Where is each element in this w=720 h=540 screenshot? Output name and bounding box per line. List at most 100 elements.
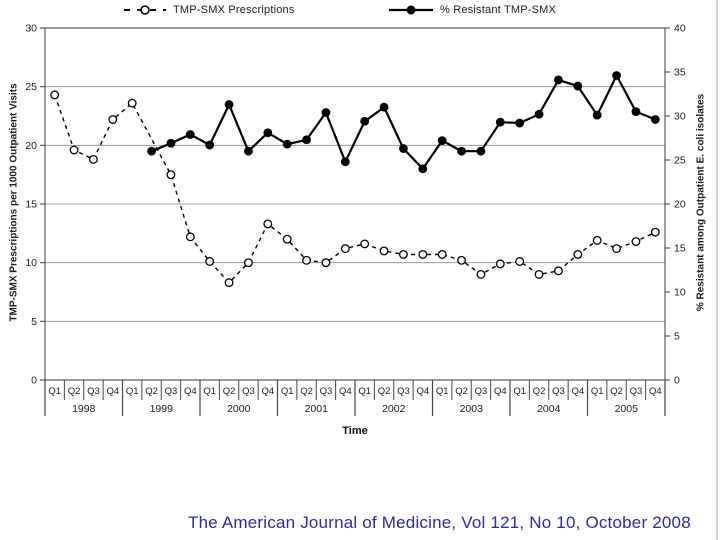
data-point-filled	[631, 107, 641, 116]
quarter-tick-label: Q3	[630, 386, 643, 397]
quarter-tick-label: Q4	[106, 386, 119, 397]
right-axis-tick-label: 0	[674, 375, 680, 387]
data-point-filled	[166, 138, 176, 148]
slide-edge-line	[716, 0, 718, 540]
quarter-tick-label: Q3	[475, 386, 488, 397]
data-point-open	[437, 250, 447, 259]
data-point-open	[185, 232, 195, 242]
data-point-open	[573, 250, 583, 259]
quarter-tick-label: Q4	[184, 386, 197, 397]
data-point-open	[360, 239, 370, 249]
x-axis-title: Time	[342, 425, 368, 437]
chart: TMP-SMX Prescriptions % Resistant TMP-SM…	[0, 4, 720, 437]
quarter-tick-label: Q3	[552, 386, 565, 397]
solid-line-filled-circle-icon	[389, 5, 433, 15]
data-point-filled	[592, 110, 602, 120]
data-point-filled	[457, 146, 466, 156]
quarter-tick-label: Q1	[126, 386, 139, 397]
quarter-tick-label: Q4	[339, 386, 352, 397]
year-tick-label: 2003	[460, 403, 484, 415]
chart-plot-area: 0 5 10 15 20 25 30 0 5 10 15 20 25 30 35 40 Q1 Q2 Q3 Q4 Q1 Q2…	[25, 23, 686, 416]
data-point-open	[534, 269, 544, 279]
year-tick-label: 2004	[537, 403, 561, 415]
right-axis-tick-label: 30	[674, 111, 686, 123]
right-axis-tick-label: 25	[674, 155, 686, 167]
right-axis-tick-label: 40	[674, 23, 686, 35]
legend-label-resistant: % Resistant TMP-SMX	[440, 4, 557, 16]
data-point-filled	[244, 146, 253, 156]
data-point-open	[379, 246, 389, 256]
legend-label-prescriptions: TMP-SMX Prescriptions	[173, 4, 295, 16]
data-point-open	[340, 244, 350, 254]
quarter-tick-label: Q3	[87, 386, 100, 397]
data-point-open	[243, 258, 253, 268]
quarter-tick-label: Q1	[281, 386, 294, 397]
quarter-tick-label: Q3	[165, 386, 178, 397]
quarter-tick-label: Q4	[261, 386, 274, 397]
chart-legend: TMP-SMX Prescriptions % Resistant TMP-SM…	[0, 4, 720, 24]
quarter-tick-label: Q4	[494, 386, 507, 397]
data-point-open	[282, 234, 292, 244]
quarter-tick-label: Q3	[397, 386, 410, 397]
data-point-open	[515, 257, 525, 266]
left-axis-title: TMP-SMX Prescriptions per 1000 Outpatien…	[8, 83, 20, 322]
year-tick-label: 1999	[150, 403, 174, 415]
data-point-filled	[650, 115, 660, 124]
data-point-open	[457, 255, 467, 265]
data-point-filled	[515, 118, 525, 128]
data-point-open	[631, 237, 641, 246]
series-line-prescriptions	[54, 94, 656, 284]
quarter-tick-label: Q2	[610, 386, 623, 397]
data-point-open	[553, 266, 563, 276]
data-point-filled	[147, 146, 156, 156]
quarter-tick-label: Q2	[378, 386, 391, 397]
data-point-open	[650, 227, 660, 237]
data-point-filled	[205, 140, 215, 150]
data-point-open	[205, 257, 215, 266]
data-point-open	[302, 255, 312, 265]
data-point-open	[166, 170, 176, 180]
data-point-filled	[612, 71, 621, 80]
right-axis-tick-label: 20	[674, 199, 686, 211]
year-tick-label: 2005	[615, 403, 639, 415]
year-tick-label: 1998	[72, 403, 96, 415]
right-axis-tick-label: 35	[674, 67, 686, 79]
data-point-filled	[321, 108, 331, 117]
quarter-tick-label: Q2	[68, 386, 81, 397]
quarter-tick-label: Q3	[320, 386, 333, 397]
left-axis-tick-label: 30	[25, 23, 37, 35]
left-axis-tick-label: 25	[25, 81, 37, 93]
data-point-filled	[418, 164, 428, 174]
left-axis-tick-label: 15	[25, 199, 37, 211]
quarter-tick-label: Q3	[242, 386, 255, 397]
quarter-tick-label: Q1	[358, 386, 371, 397]
quarter-tick-label: Q1	[591, 386, 604, 397]
data-point-open	[69, 145, 79, 155]
data-point-open	[418, 250, 428, 259]
data-point-filled	[224, 100, 234, 109]
journal-citation: The American Journal of Medicine, Vol 12…	[188, 513, 691, 532]
quarter-tick-label: Q4	[571, 386, 584, 397]
data-point-open	[50, 90, 60, 100]
data-point-open	[592, 235, 602, 245]
quarter-tick-label: Q1	[48, 386, 61, 397]
data-point-filled	[379, 102, 389, 112]
data-point-filled	[282, 139, 292, 149]
data-point-filled	[263, 128, 273, 138]
data-point-filled	[360, 116, 370, 126]
data-point-filled	[185, 130, 195, 139]
right-axis-tick-label: 10	[674, 287, 686, 299]
data-point-open	[612, 244, 622, 254]
quarter-tick-label: Q2	[300, 386, 313, 397]
data-point-filled	[573, 81, 583, 91]
quarter-tick-label: Q2	[223, 386, 236, 397]
data-point-filled	[340, 157, 350, 167]
right-axis-tick-label: 5	[674, 331, 680, 343]
quarter-tick-label: Q4	[416, 386, 429, 397]
left-axis-tick-label: 10	[25, 257, 37, 269]
legend-item-resistant: % Resistant TMP-SMX	[388, 4, 556, 16]
quarter-tick-label: Q2	[533, 386, 546, 397]
data-point-filled	[399, 144, 408, 153]
data-point-filled	[302, 135, 311, 145]
quarter-tick-label: Q2	[145, 386, 158, 397]
